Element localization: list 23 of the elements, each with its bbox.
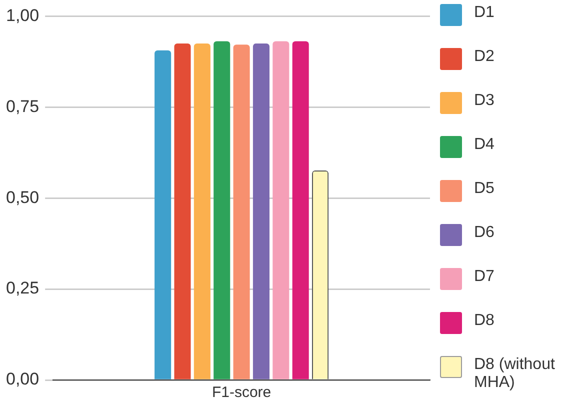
legend-label: D1 (474, 4, 494, 22)
bar (194, 43, 210, 380)
legend-label: D4 (474, 136, 494, 154)
legend-label: D6 (474, 224, 494, 242)
y-tick-label: 0,75 (6, 96, 40, 116)
bar (252, 43, 270, 380)
legend-label: D8 (without MHA) (474, 356, 556, 392)
bar (292, 41, 309, 380)
legend-label: D8 (474, 312, 494, 330)
legend-label: D5 (474, 180, 494, 198)
legend-label: D3 (474, 92, 494, 110)
bar (154, 50, 172, 380)
legend-label: D7 (474, 268, 494, 286)
legend-label: D2 (474, 48, 494, 66)
bar (174, 43, 191, 380)
bar (233, 44, 250, 380)
y-tick-label: 0,50 (6, 188, 40, 207)
x-tick-label: F1-score (212, 384, 272, 402)
bar (214, 41, 230, 380)
y-tick-label: 0,00 (6, 370, 40, 389)
bar (272, 41, 290, 380)
y-tick-label: 1,00 (6, 6, 40, 25)
y-tick-label: 0,25 (6, 278, 40, 298)
